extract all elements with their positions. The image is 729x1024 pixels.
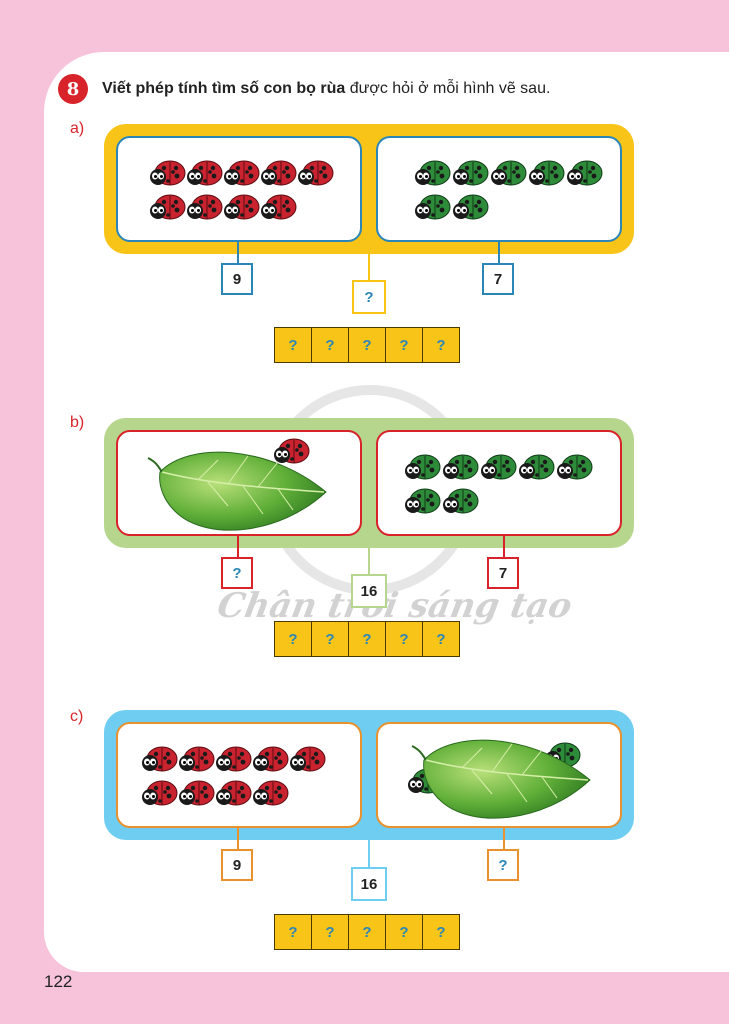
leaf-scene xyxy=(147,438,327,532)
part-c-right-count[interactable]: ? xyxy=(487,849,519,881)
part-b-right-panel xyxy=(376,430,622,536)
green-ladybug-group xyxy=(404,454,593,514)
answer-cell[interactable]: ? xyxy=(423,915,459,949)
part-b-right-count: 7 xyxy=(487,557,519,589)
part-b-frame xyxy=(104,418,634,548)
part-a-total-box[interactable]: ? xyxy=(352,280,386,314)
answer-cell[interactable]: ? xyxy=(349,915,386,949)
task-number-badge: 8 xyxy=(58,74,88,104)
part-a-total-connector xyxy=(368,254,370,280)
part-b-right-connector xyxy=(503,536,505,558)
part-b-left-panel xyxy=(116,430,362,536)
answer-cell[interactable]: ? xyxy=(349,328,386,362)
part-c-left-connector xyxy=(237,828,239,850)
part-c-total-box: 16 xyxy=(351,867,387,901)
part-b-total-connector xyxy=(368,548,370,574)
page-number: 122 xyxy=(44,972,73,991)
watermark-text: Chân trời sáng tạo xyxy=(214,586,575,626)
part-a-label: a) xyxy=(70,120,85,137)
answer-cell[interactable]: ? xyxy=(275,622,312,656)
instruction-rest: được hỏi ở mỗi hình vẽ sau. xyxy=(345,80,551,97)
part-a-right-connector xyxy=(498,242,500,264)
part-b-answer-row: ? ? ? ? ? xyxy=(274,621,460,657)
part-b-total-box: 16 xyxy=(351,574,387,608)
answer-cell[interactable]: ? xyxy=(386,915,423,949)
part-c-left-count: 9 xyxy=(221,849,253,881)
part-a-left-count: 9 xyxy=(221,263,253,295)
answer-cell[interactable]: ? xyxy=(312,622,349,656)
part-b-left-count[interactable]: ? xyxy=(221,557,253,589)
part-a-right-panel xyxy=(376,136,622,242)
answer-cell[interactable]: ? xyxy=(386,328,423,362)
answer-cell[interactable]: ? xyxy=(275,915,312,949)
answer-cell[interactable]: ? xyxy=(312,915,349,949)
answer-cell[interactable]: ? xyxy=(349,622,386,656)
green-ladybug-group xyxy=(414,160,603,220)
answer-cell[interactable]: ? xyxy=(423,622,459,656)
task-instruction: Viết phép tính tìm số con bọ rùa được hỏ… xyxy=(102,80,550,98)
part-a-frame xyxy=(104,124,634,254)
part-c-right-panel xyxy=(376,722,622,828)
part-c-frame xyxy=(104,710,634,840)
part-b-label: b) xyxy=(70,414,85,431)
leaf-scene xyxy=(407,739,591,820)
part-a-left-panel xyxy=(116,136,362,242)
part-a-answer-row: ? ? ? ? ? xyxy=(274,327,460,363)
part-a-left-connector xyxy=(237,242,239,264)
part-c-answer-row: ? ? ? ? ? xyxy=(274,914,460,950)
part-c-total-connector xyxy=(368,840,370,868)
answer-cell[interactable]: ? xyxy=(386,622,423,656)
answer-cell[interactable]: ? xyxy=(423,328,459,362)
red-ladybug-group xyxy=(141,746,326,806)
part-b-left-connector xyxy=(237,536,239,558)
part-c-left-panel xyxy=(116,722,362,828)
instruction-bold: Viết phép tính tìm số con bọ rùa xyxy=(102,80,346,97)
part-a-right-count: 7 xyxy=(482,263,514,295)
answer-cell[interactable]: ? xyxy=(275,328,312,362)
red-ladybug-group xyxy=(149,160,334,220)
part-c-right-connector xyxy=(503,828,505,850)
part-c-label: c) xyxy=(70,708,84,725)
answer-cell[interactable]: ? xyxy=(312,328,349,362)
